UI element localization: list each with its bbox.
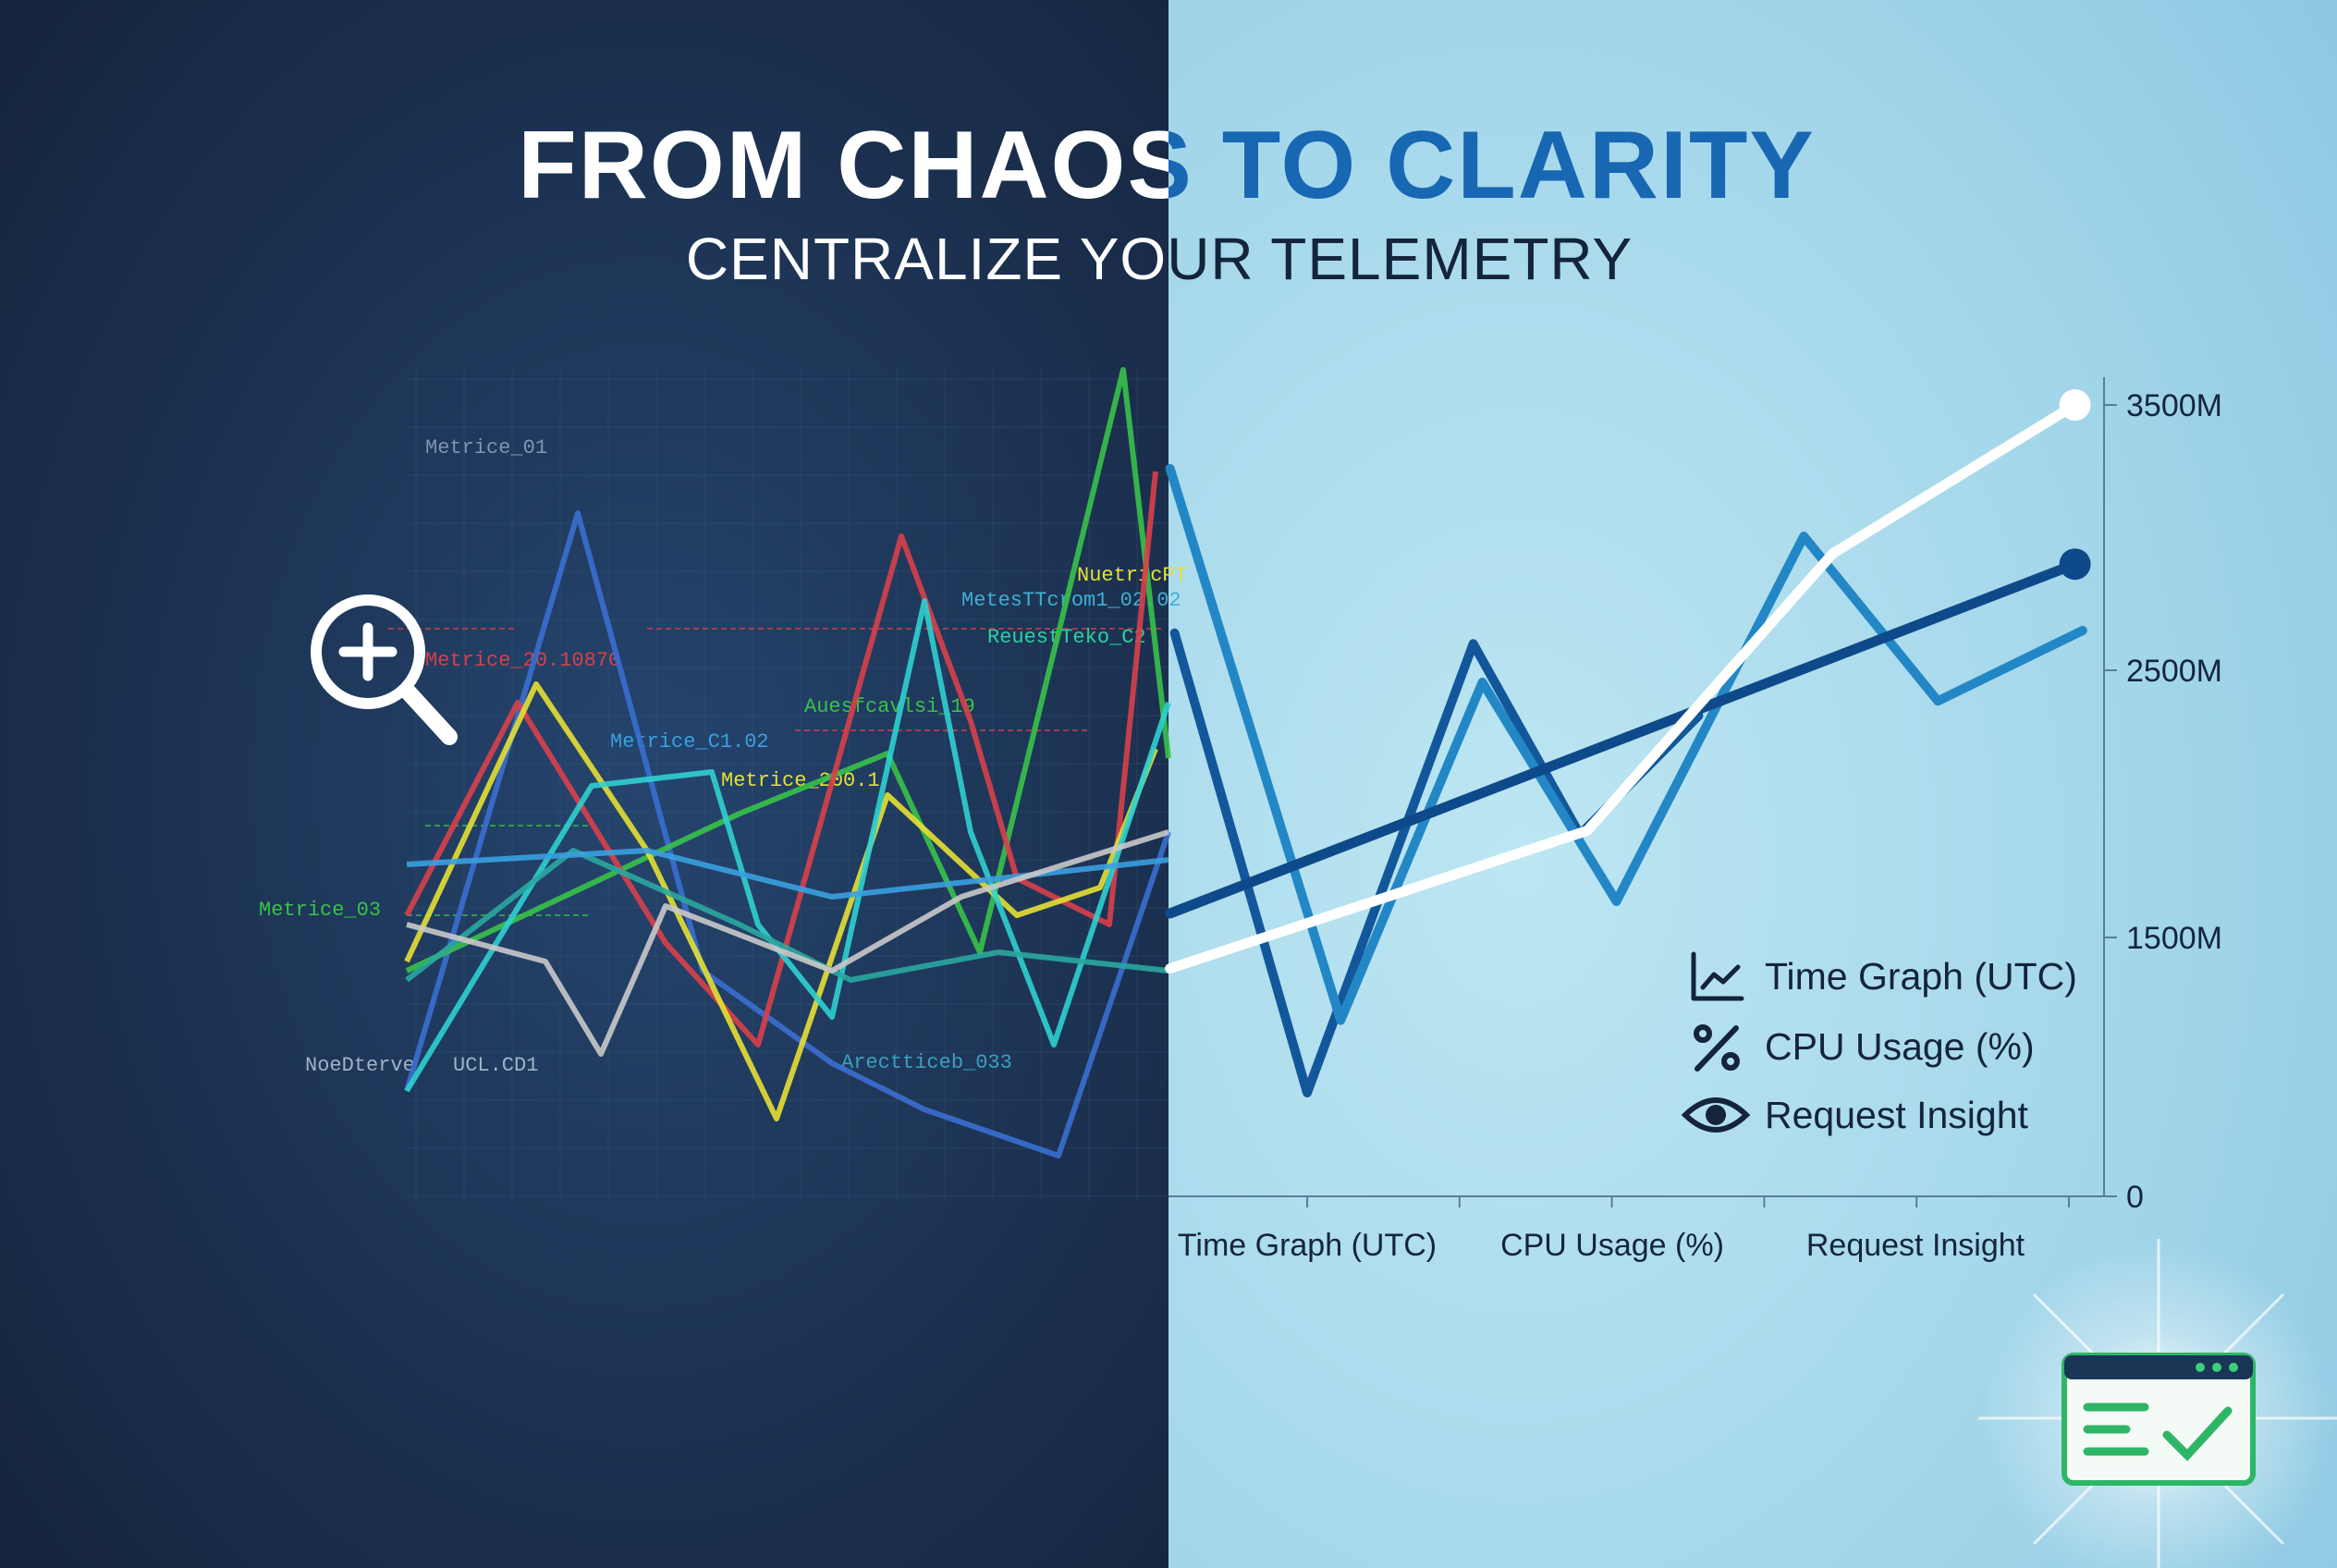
chaos-line	[406, 848, 1169, 900]
chaos-label: NuetricPT	[1077, 564, 1187, 587]
title-text: FROM CHAOS TO CLARITY	[518, 112, 1816, 219]
series-line	[1165, 463, 2087, 1025]
legend-label: Request Insight	[1765, 1094, 2029, 1136]
y-tick-label: 0	[2126, 1180, 2144, 1215]
zoom-in-magnifier-icon	[311, 594, 458, 745]
checklist-window-icon	[1978, 1239, 2337, 1568]
chaos-label: Metrice_20.10870	[425, 649, 620, 672]
series-end-marker	[2059, 389, 2091, 421]
chaos-label: Arectticeb_033	[841, 1051, 1012, 1074]
y-tick-label: 1500M	[2126, 921, 2222, 956]
legend-label: CPU Usage (%)	[1765, 1025, 2035, 1068]
chaos-label: ReuestTeko_C2	[987, 626, 1146, 649]
x-tick-label: Request Insight	[1806, 1228, 2025, 1263]
chaos-label: Metrice_03	[259, 899, 381, 922]
chaos-labels: Metrice_01Metrice_C1.02MetesTTcrom1_02.0…	[259, 436, 1187, 1077]
legend-label: Time Graph (UTC)	[1765, 955, 2077, 998]
chaos-lines	[404, 367, 1171, 1158]
x-tick-label: Time Graph (UTC)	[1178, 1228, 1437, 1263]
y-tick-label: 2500M	[2126, 654, 2222, 689]
page-title: FROM CHAOS TO CLARITY CENTRALIZE YOUR TE…	[518, 112, 1816, 292]
title-part-chaos: FROM CHAOS	[518, 112, 1222, 219]
x-tick-label: CPU Usage (%)	[1500, 1228, 1724, 1263]
chaos-line	[405, 367, 1171, 974]
series-line	[1165, 399, 2081, 974]
line-chart-icon	[1691, 951, 1744, 1001]
chaos-label: NoeDterve	[305, 1054, 415, 1077]
subtitle-text: CENTRALIZE YOUR TELEMETRY	[686, 226, 1633, 292]
chaos-label: Metrice_C1.02	[610, 730, 769, 753]
series-end-marker	[2059, 548, 2091, 581]
chart-legend: Time Graph (UTC) CPU Usage (%) Request I…	[1681, 951, 2077, 1136]
title-part-clarity: TO CLARITY	[1222, 112, 1816, 219]
chaos-line	[406, 829, 1169, 1057]
chaos-background	[0, 0, 1168, 1568]
chaos-line	[404, 681, 1158, 1121]
eye-icon	[1681, 1097, 1751, 1133]
chaos-label: UCL.CD1	[453, 1054, 538, 1077]
percent-icon	[1694, 1024, 1740, 1072]
series-line	[1165, 558, 2081, 919]
y-tick-label: 3500M	[2126, 388, 2222, 423]
chaos-line	[404, 598, 1171, 1093]
chaos-line	[404, 510, 1171, 1158]
chaos-line	[404, 471, 1158, 1047]
chaos-label: Metrice_01	[425, 436, 547, 459]
clarity-chart: Time Graph (UTC) CPU Usage (%) Request I…	[1165, 377, 2222, 1263]
chaos-line	[405, 848, 1169, 983]
